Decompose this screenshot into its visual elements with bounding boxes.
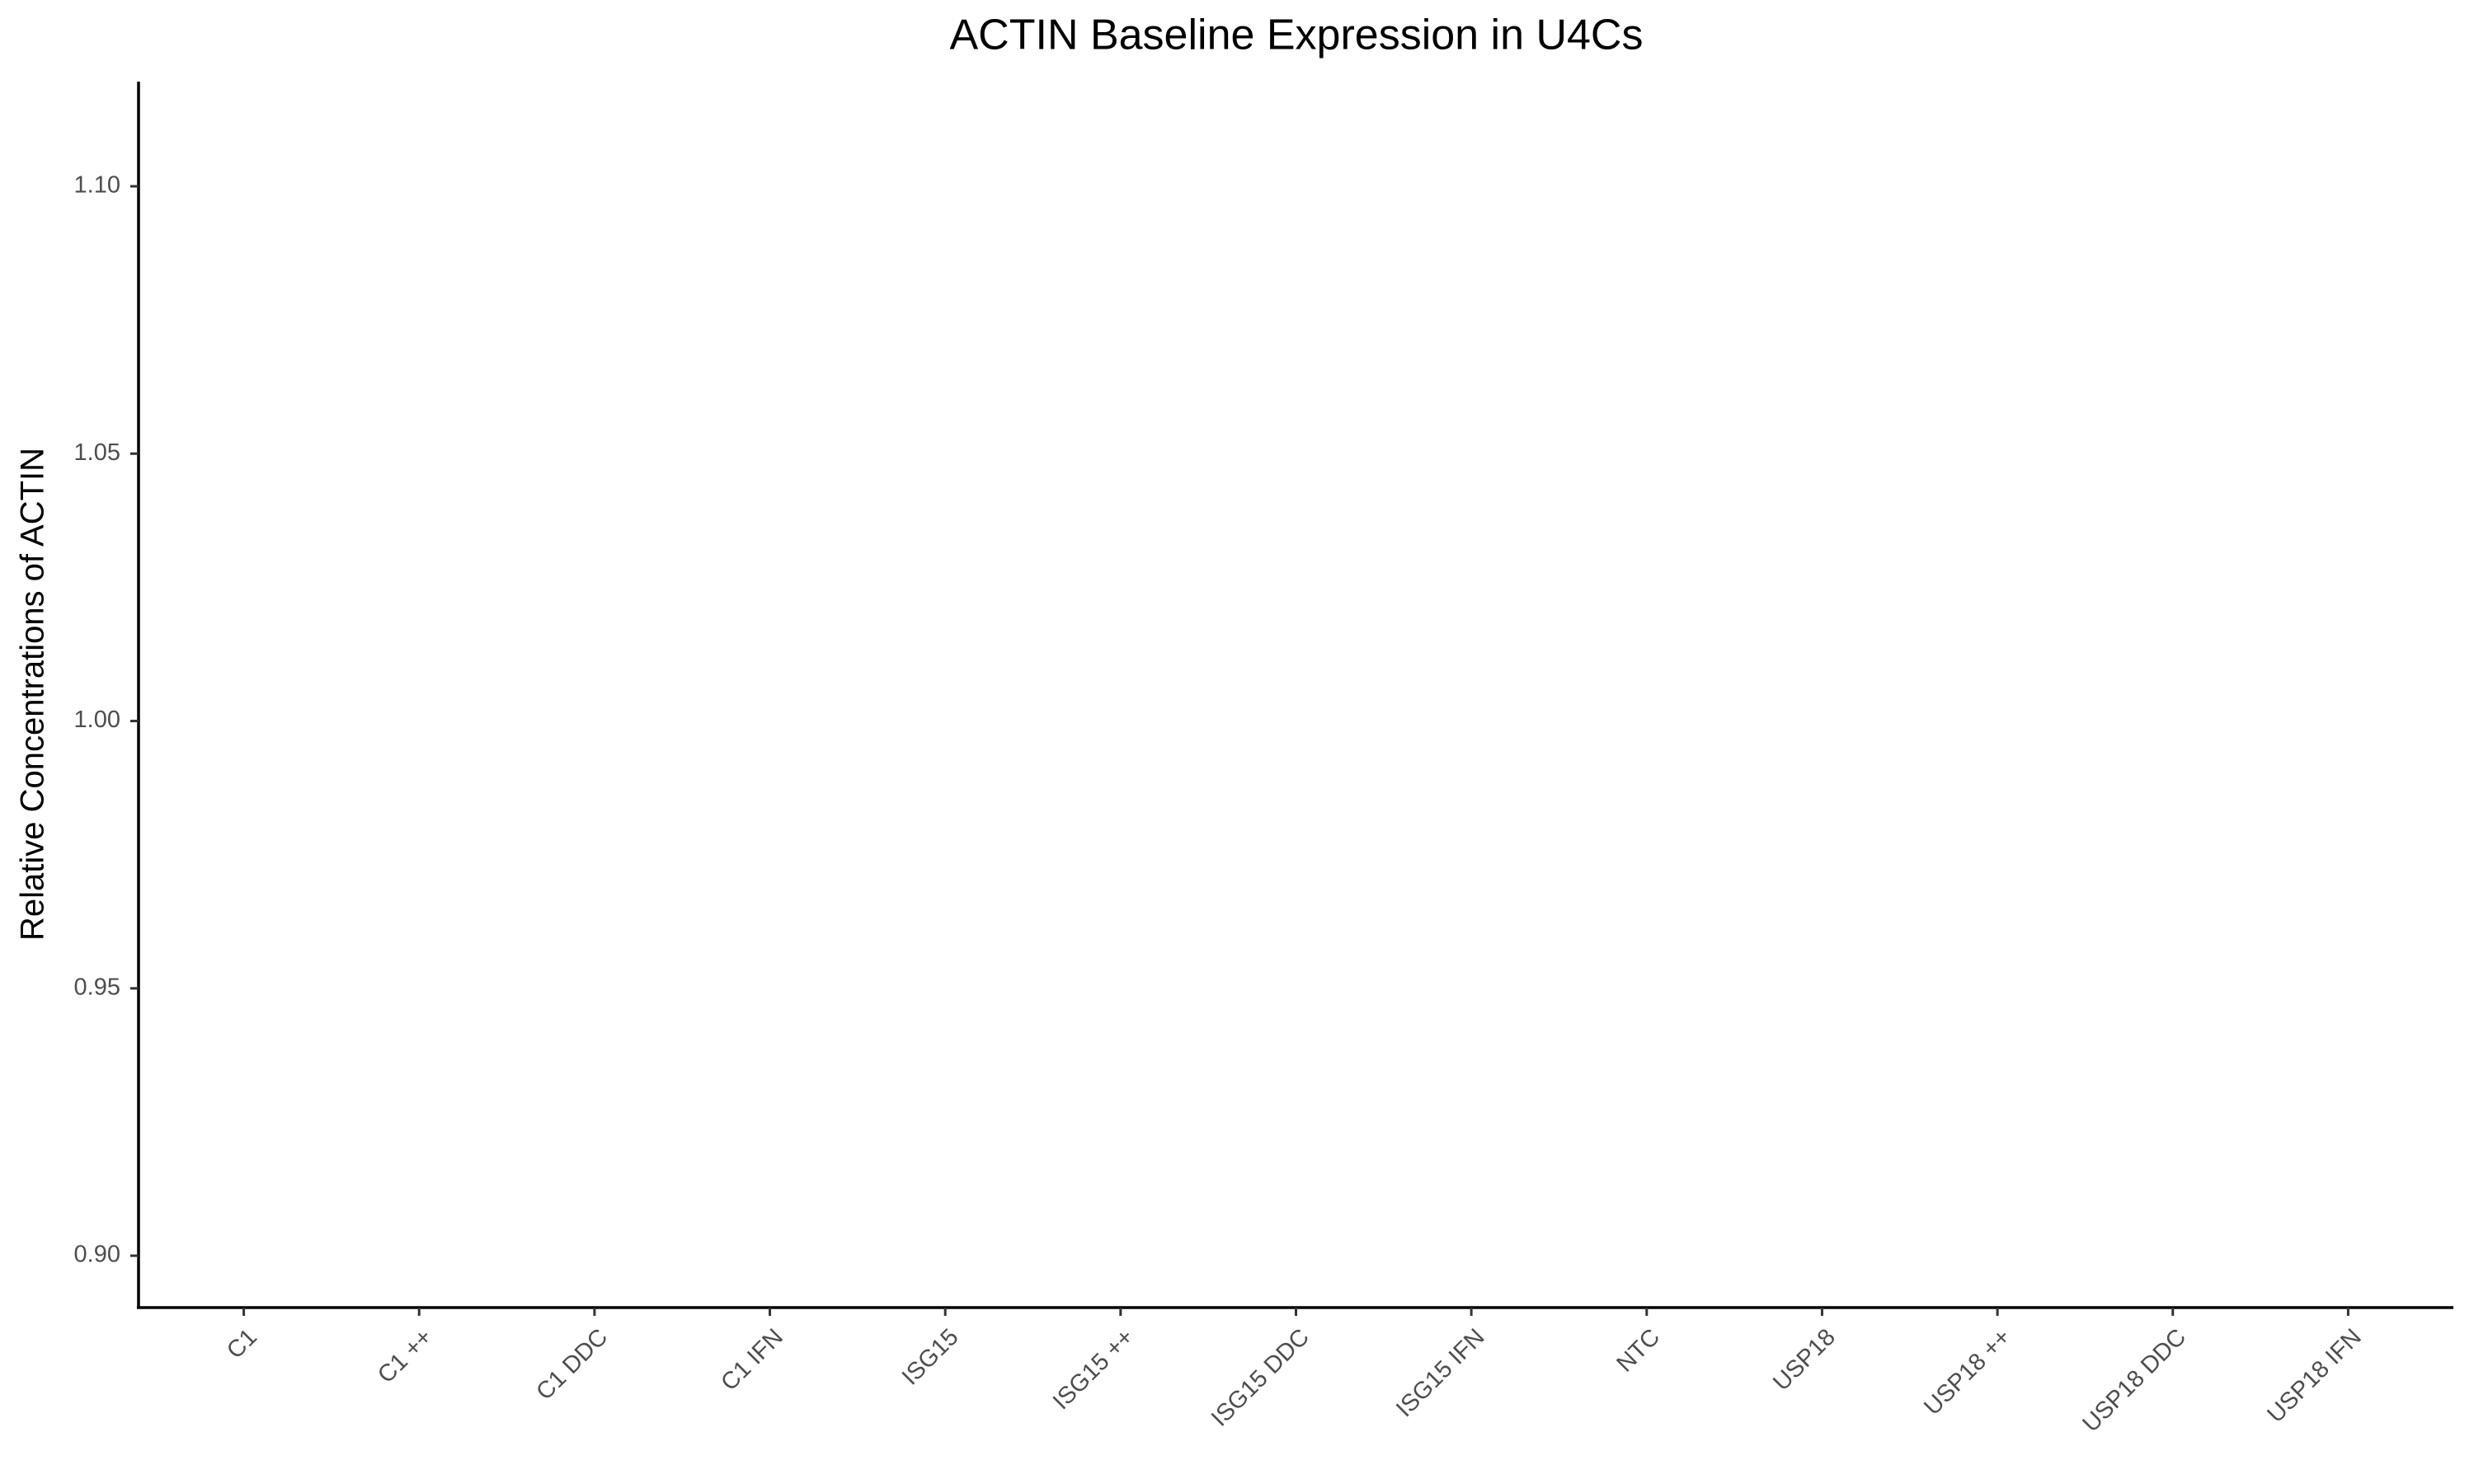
x-tick-label: C1 ++ [373,1324,437,1388]
x-tick-label: USP18 [1768,1324,1841,1397]
y-tick-label: 0.95 [74,974,120,1000]
chart-title: ACTIN Baseline Expression in U4Cs [950,12,1644,59]
y-tick-label: 1.05 [74,439,120,466]
x-tick-label: C1 IFN [716,1324,788,1397]
x-tick-label: ISG15 DDC [1206,1324,1315,1432]
y-tick-label: 1.00 [74,707,120,733]
x-tick-label: ISG15 ++ [1048,1324,1139,1415]
x-tick-label: ISG15 [897,1324,964,1391]
y-axis-title: Relative Concentrations of ACTIN [15,448,51,941]
y-tick-label: 0.90 [74,1242,120,1268]
y-tick-label: 1.10 [74,172,120,199]
x-tick-label: USP18 ++ [1919,1324,2015,1421]
x-tick-label: NTC [1611,1324,1665,1378]
x-tick-label: C1 [222,1324,262,1364]
x-tick-label: USP18 IFN [2262,1324,2366,1428]
x-tick-label: ISG15 IFN [1391,1324,1490,1423]
x-tick-label: USP18 DDC [2077,1324,2191,1438]
x-tick-label: C1 DDC [531,1324,613,1406]
